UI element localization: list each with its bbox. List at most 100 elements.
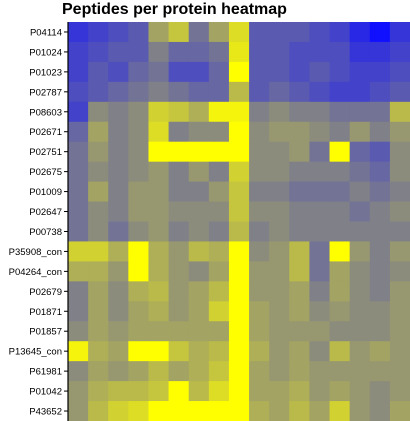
heatmap-cell bbox=[208, 41, 230, 63]
heatmap-cell bbox=[228, 321, 250, 342]
heatmap-cell bbox=[208, 22, 230, 43]
heatmap-cell bbox=[249, 101, 270, 123]
heatmap-cell bbox=[289, 321, 311, 342]
heatmap-cell bbox=[349, 361, 371, 382]
heatmap-cell bbox=[68, 301, 89, 322]
heatmap-cell bbox=[349, 121, 371, 143]
heatmap-cell bbox=[108, 281, 129, 302]
heatmap-cell bbox=[128, 41, 150, 63]
heatmap-cell bbox=[249, 341, 270, 362]
heatmap-cell bbox=[369, 261, 391, 282]
heatmap-cell bbox=[369, 281, 391, 302]
heatmap-cell bbox=[249, 201, 270, 223]
heatmap-cell bbox=[188, 121, 210, 143]
heatmap-cell bbox=[108, 22, 129, 43]
heatmap-cell bbox=[108, 141, 129, 163]
heatmap-cell bbox=[148, 321, 170, 342]
heatmap-cell bbox=[168, 181, 190, 203]
heatmap-cell bbox=[329, 41, 351, 63]
heatmap-cell bbox=[249, 381, 270, 402]
heatmap-cell bbox=[369, 241, 391, 262]
heatmap-cell bbox=[188, 401, 210, 421]
heatmap-cell bbox=[108, 41, 129, 63]
heatmap-cell bbox=[309, 401, 331, 421]
heatmap-cell bbox=[88, 101, 109, 123]
heatmap-cell bbox=[168, 141, 190, 163]
heatmap-cell bbox=[188, 281, 210, 302]
heatmap-cell bbox=[349, 401, 371, 421]
heatmap-cell bbox=[208, 261, 230, 282]
heatmap-cell bbox=[309, 221, 331, 243]
heatmap-cell bbox=[249, 181, 270, 203]
heatmap-cell bbox=[208, 161, 230, 183]
heatmap-cell bbox=[369, 161, 391, 183]
heatmap-cell bbox=[128, 401, 150, 421]
heatmap-cell bbox=[329, 281, 351, 302]
heatmap-cell bbox=[208, 81, 230, 103]
heatmap-cell bbox=[309, 141, 331, 163]
heatmap-cell bbox=[309, 341, 331, 362]
heatmap-cell bbox=[208, 281, 230, 302]
row-label: P02675 bbox=[29, 167, 62, 178]
heatmap-cell bbox=[389, 41, 410, 63]
heatmap-cell bbox=[389, 281, 410, 302]
heatmap-cell bbox=[88, 81, 109, 103]
heatmap-cell bbox=[88, 221, 109, 243]
heatmap-cell bbox=[329, 221, 351, 243]
heatmap-cell bbox=[188, 201, 210, 223]
heatmap-cell bbox=[289, 261, 311, 282]
heatmap-cell bbox=[128, 101, 150, 123]
heatmap-cell bbox=[148, 61, 170, 83]
heatmap-cell bbox=[289, 241, 311, 262]
heatmap-cell bbox=[289, 201, 311, 223]
heatmap-cell bbox=[389, 22, 410, 43]
row-label: P02671 bbox=[29, 127, 62, 138]
row-label: P02751 bbox=[29, 147, 62, 158]
heatmap-cell bbox=[168, 221, 190, 243]
heatmap-cell bbox=[228, 161, 250, 183]
heatmap-cell bbox=[208, 181, 230, 203]
heatmap-cell bbox=[108, 101, 129, 123]
heatmap-cell bbox=[389, 181, 410, 203]
heatmap-cell bbox=[88, 401, 109, 421]
heatmap-cell bbox=[168, 381, 190, 402]
heatmap-cell bbox=[168, 101, 190, 123]
heatmap-cell bbox=[68, 341, 89, 362]
heatmap-cell bbox=[128, 181, 150, 203]
heatmap-cell bbox=[228, 141, 250, 163]
heatmap-cell bbox=[269, 241, 290, 262]
heatmap-cell bbox=[188, 161, 210, 183]
heatmap-cell bbox=[269, 121, 290, 143]
heatmap-cell bbox=[108, 261, 129, 282]
heatmap-cell bbox=[269, 22, 290, 43]
heatmap-cell bbox=[349, 141, 371, 163]
heatmap-cell bbox=[168, 401, 190, 421]
heatmap-cell bbox=[329, 241, 351, 262]
heatmap-cell bbox=[289, 81, 311, 103]
heatmap-cell bbox=[228, 241, 250, 262]
row-label: P01009 bbox=[29, 187, 62, 198]
heatmap-cell bbox=[329, 141, 351, 163]
heatmap-cell bbox=[309, 321, 331, 342]
row-label: P61981 bbox=[29, 367, 62, 378]
heatmap-cell bbox=[269, 401, 290, 421]
heatmap-cell bbox=[148, 101, 170, 123]
heatmap-cell bbox=[269, 361, 290, 382]
heatmap-cell bbox=[108, 81, 129, 103]
heatmap-cell bbox=[329, 61, 351, 83]
heatmap-cell bbox=[349, 281, 371, 302]
heatmap-cell bbox=[188, 181, 210, 203]
heatmap-cell bbox=[349, 22, 371, 43]
heatmap-cell bbox=[168, 241, 190, 262]
heatmap-cell bbox=[108, 201, 129, 223]
heatmap-cell bbox=[289, 61, 311, 83]
heatmap-cell bbox=[168, 81, 190, 103]
heatmap-cell bbox=[128, 381, 150, 402]
heatmap-cell bbox=[108, 161, 129, 183]
heatmap-cell bbox=[329, 381, 351, 402]
heatmap-cell bbox=[228, 301, 250, 322]
heatmap-cell bbox=[68, 381, 89, 402]
heatmap-cell bbox=[389, 101, 410, 123]
heatmap-cell bbox=[309, 121, 331, 143]
heatmap-cell bbox=[349, 261, 371, 282]
